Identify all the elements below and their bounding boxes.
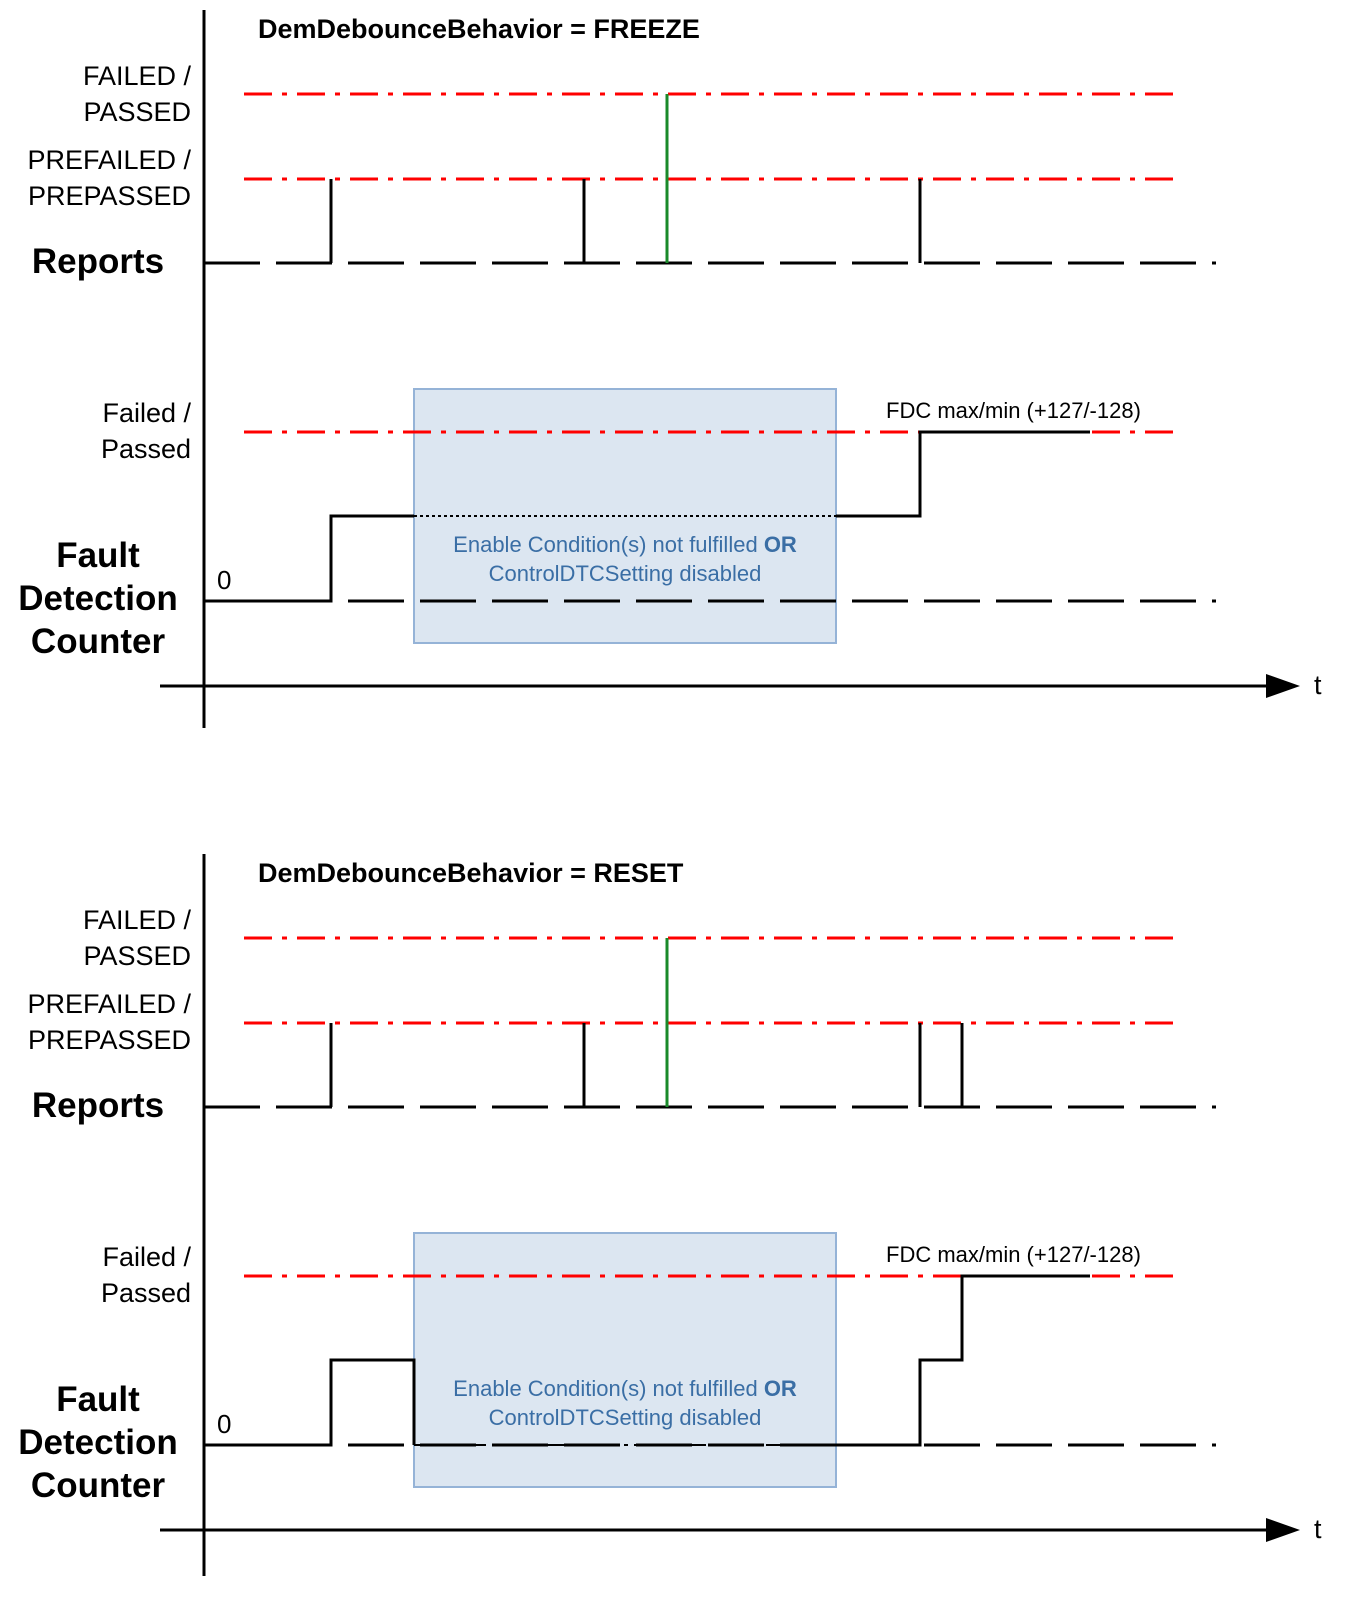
box-text-line1: Enable Condition(s) not fulfilled OR bbox=[414, 530, 836, 559]
freeze-chart-svg bbox=[160, 10, 1300, 728]
label-fdc-line1: Fault bbox=[56, 1380, 140, 1419]
label-prefailed-line2: PREPASSED bbox=[27, 181, 191, 211]
label-reports: Reports bbox=[31, 1086, 165, 1125]
label-fc-failed-line2: Passed bbox=[100, 1278, 191, 1308]
label-time: t bbox=[1314, 670, 1322, 700]
label-fdc-line1: Fault bbox=[56, 536, 140, 575]
enable-condition-box bbox=[413, 1232, 837, 1488]
fdc-signal-post bbox=[836, 430, 1090, 518]
label-fc-failed-passed: Failed / Passed bbox=[101, 1239, 191, 1311]
label-zero: 0 bbox=[217, 565, 232, 595]
box-text-line2: ControlDTCSetting disabled bbox=[488, 561, 762, 586]
time-axis-arrow-icon bbox=[1266, 1518, 1300, 1542]
label-fault-detection-counter: Fault Detection Counter bbox=[0, 1378, 196, 1507]
label-failed-passed-line1: FAILED / bbox=[82, 905, 191, 935]
label-fc-failed-line1: Failed / bbox=[102, 398, 191, 428]
label-prefailed-line2: PREPASSED bbox=[27, 1025, 191, 1055]
fdc-signal-post bbox=[836, 1274, 1090, 1447]
label-prefailed-line1: PREFAILED / bbox=[27, 989, 191, 1019]
label-fc-failed-line2: Passed bbox=[100, 434, 191, 464]
box-text-condition: Enable Condition(s) not fulfilled bbox=[453, 1376, 758, 1401]
label-failed-passed-line2: PASSED bbox=[83, 941, 191, 971]
label-time: t bbox=[1314, 1514, 1322, 1544]
label-prefailed-line1: PREFAILED / bbox=[27, 145, 191, 175]
label-reports: Reports bbox=[31, 242, 165, 281]
diagram-freeze: DemDebounceBehavior = FREEZE FAILED / PA… bbox=[0, 0, 1354, 760]
label-fdc-line2: Detection bbox=[18, 1423, 178, 1462]
label-zero: 0 bbox=[217, 1409, 232, 1439]
label-fault-detection-counter: Fault Detection Counter bbox=[0, 534, 196, 663]
label-fc-failed-passed: Failed / Passed bbox=[101, 395, 191, 467]
label-prefailed-prepassed: PREFAILED / PREPASSED bbox=[27, 142, 191, 214]
label-fdc-line2: Detection bbox=[18, 579, 178, 618]
diagram-reset: DemDebounceBehavior = RESET FAILED / PAS… bbox=[0, 844, 1354, 1604]
box-text-or: OR bbox=[763, 532, 797, 557]
box-text-or: OR bbox=[763, 1376, 797, 1401]
diagram-title: DemDebounceBehavior = RESET bbox=[258, 858, 684, 888]
label-fdc-line3: Counter bbox=[30, 1466, 166, 1505]
reset-chart-svg bbox=[160, 854, 1300, 1576]
report-prefailed-pulse-1 bbox=[204, 179, 331, 263]
label-fdc-max: FDC max/min (+127/-128) bbox=[886, 398, 1141, 423]
fdc-signal-pre bbox=[204, 514, 414, 603]
diagram-title: DemDebounceBehavior = FREEZE bbox=[258, 14, 700, 44]
box-text-line1: Enable Condition(s) not fulfilled OR bbox=[414, 1374, 836, 1403]
box-text-condition: Enable Condition(s) not fulfilled bbox=[453, 532, 758, 557]
box-text: Enable Condition(s) not fulfilled OR Con… bbox=[414, 530, 836, 588]
label-failed-passed: FAILED / PASSED bbox=[83, 58, 191, 130]
label-failed-passed-line1: FAILED / bbox=[82, 61, 191, 91]
box-text-line2: ControlDTCSetting disabled bbox=[488, 1405, 762, 1430]
box-text: Enable Condition(s) not fulfilled OR Con… bbox=[414, 1374, 836, 1432]
label-fdc-max: FDC max/min (+127/-128) bbox=[886, 1242, 1141, 1267]
label-fdc-line3: Counter bbox=[30, 622, 166, 661]
label-fc-failed-line1: Failed / bbox=[102, 1242, 191, 1272]
label-failed-passed-line2: PASSED bbox=[83, 97, 191, 127]
time-axis-arrow-icon bbox=[1266, 674, 1300, 698]
label-prefailed-prepassed: PREFAILED / PREPASSED bbox=[27, 986, 191, 1058]
fdc-signal-pre bbox=[204, 1358, 416, 1447]
label-failed-passed: FAILED / PASSED bbox=[83, 902, 191, 974]
